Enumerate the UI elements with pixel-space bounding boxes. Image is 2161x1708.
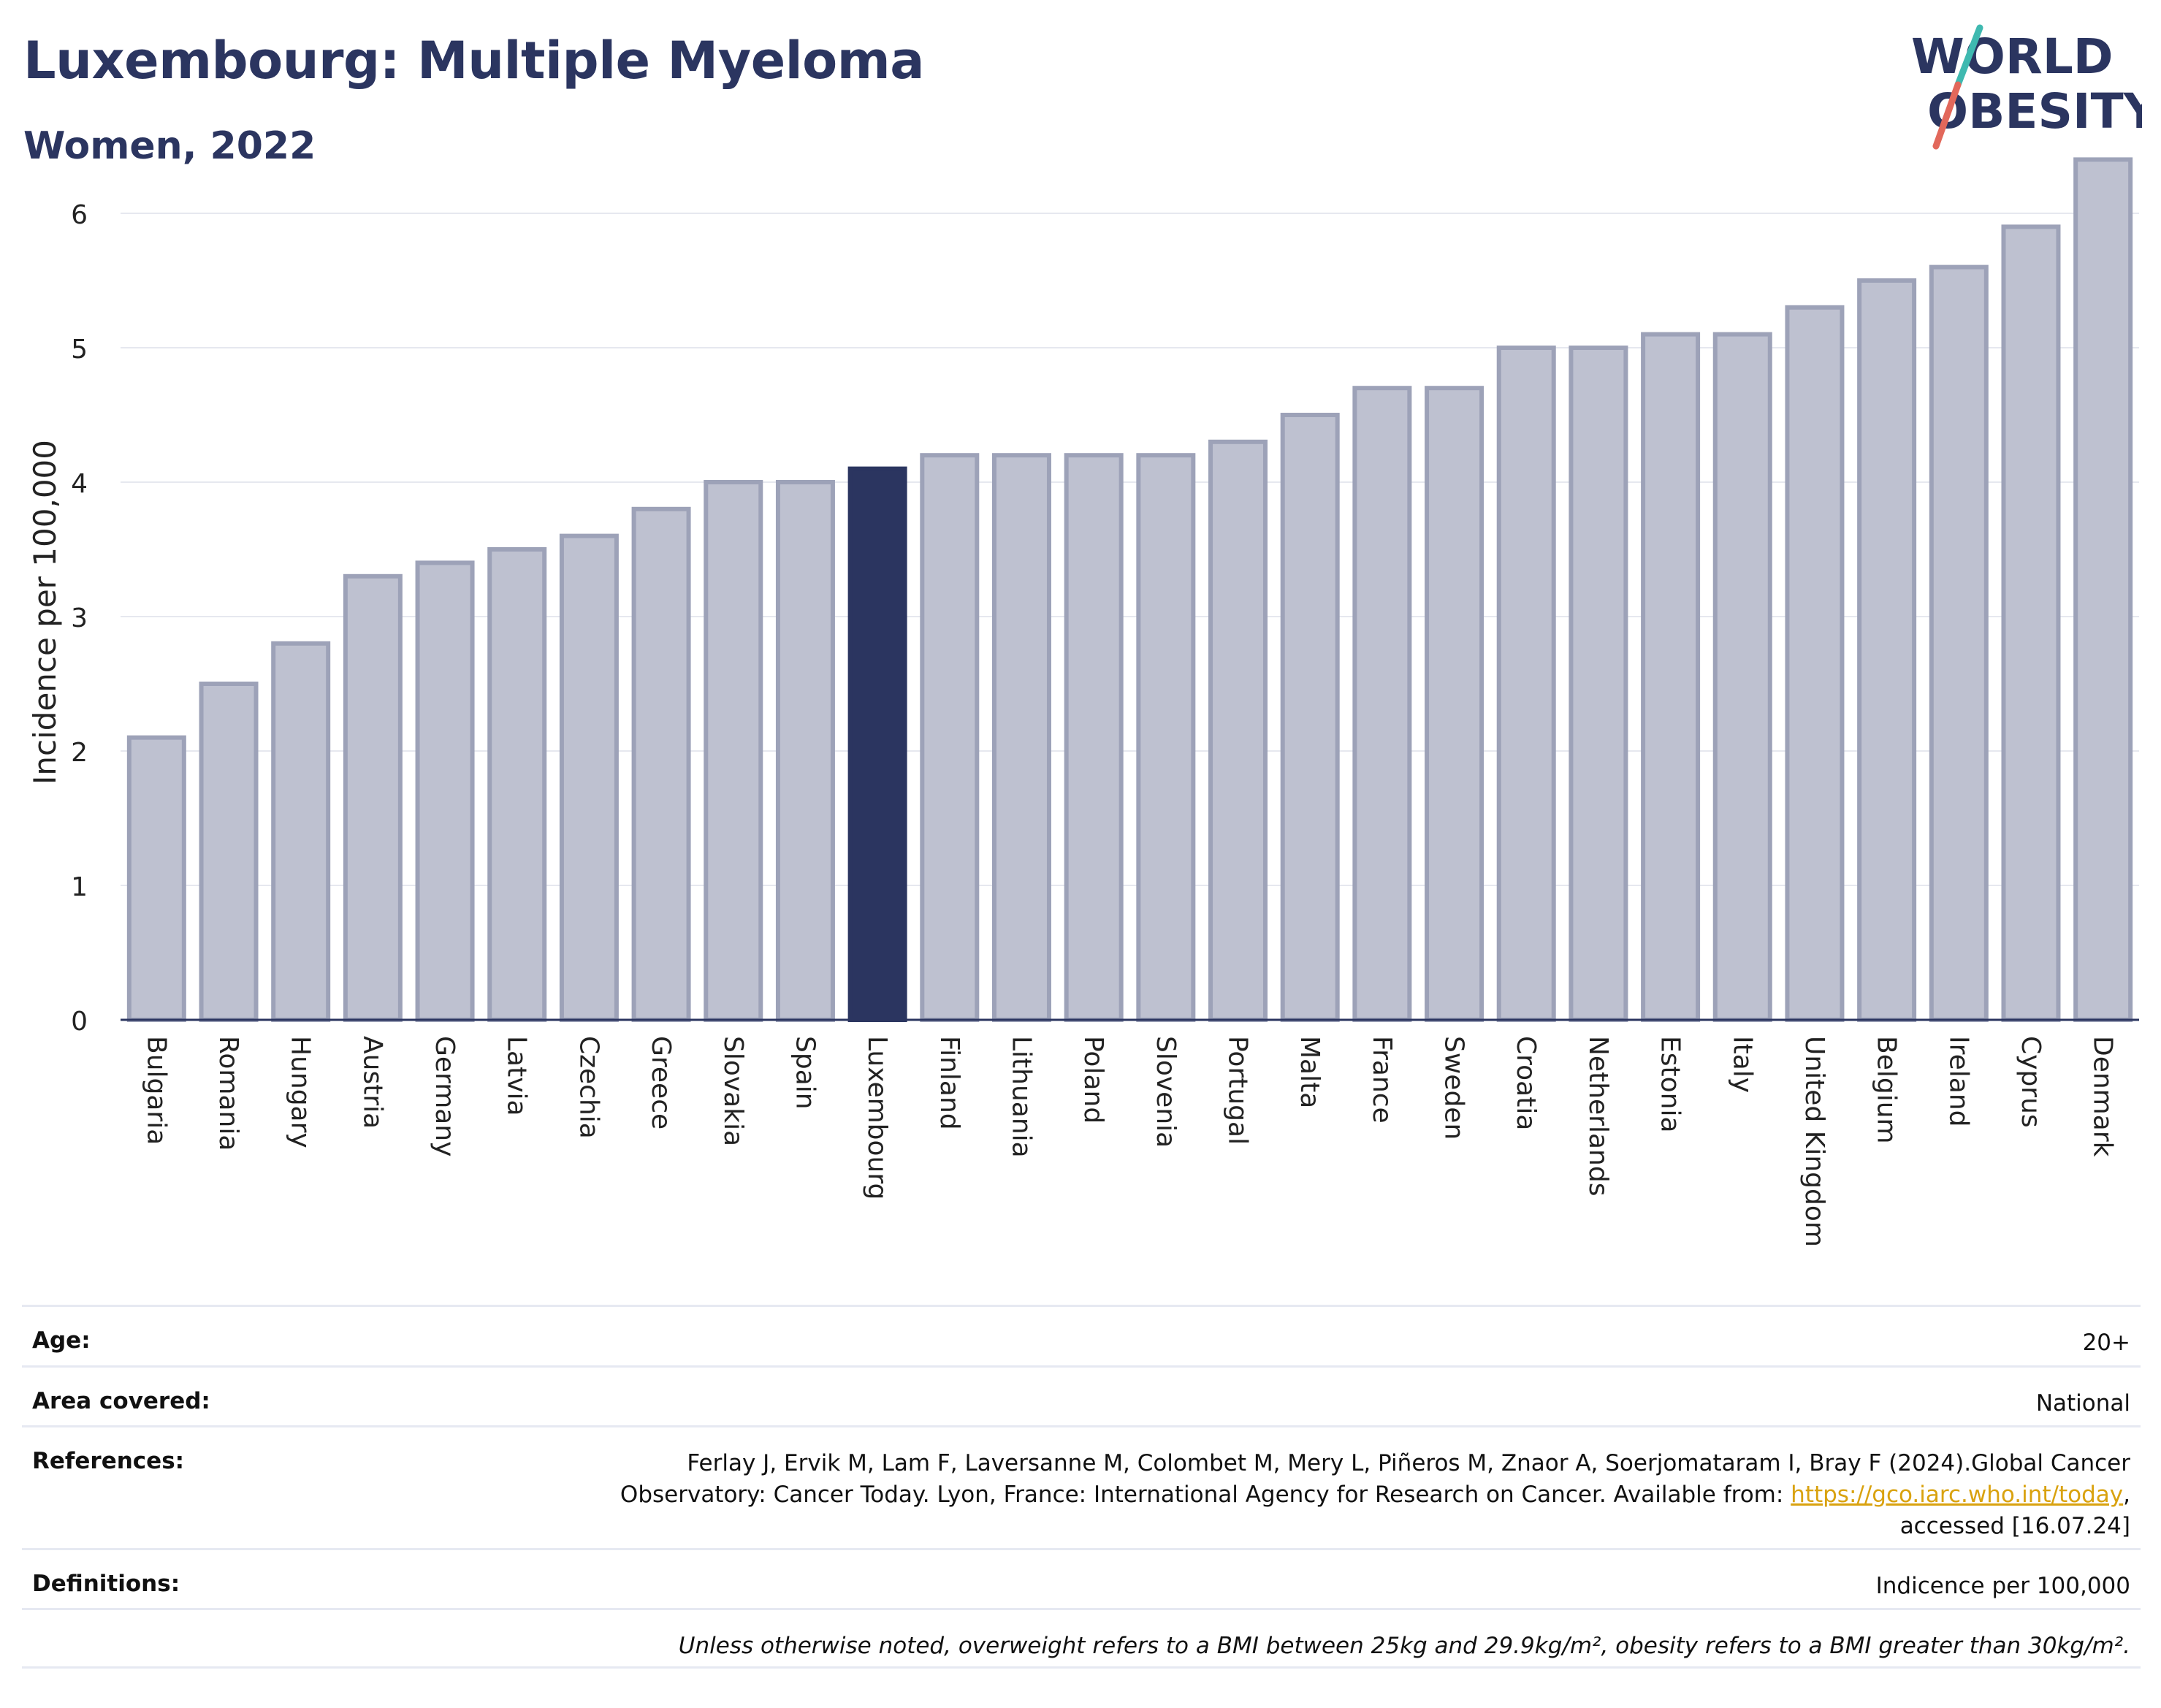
y-tick-label: 3 (71, 603, 88, 633)
bar-finland (920, 453, 980, 1022)
bar-belgium (1857, 278, 1917, 1022)
x-tick-label: Greece (646, 1036, 676, 1129)
bar-malta (1280, 413, 1340, 1022)
bar-ireland (1929, 264, 1989, 1023)
x-tick-label: Czechia (573, 1036, 603, 1139)
area-label: Area covered: (32, 1388, 210, 1414)
bar-germany (415, 560, 475, 1022)
age-label: Age: (32, 1327, 91, 1354)
x-tick-label: Belgium (1872, 1036, 1902, 1144)
bar-lithuania (991, 453, 1051, 1022)
bar-portugal (1208, 439, 1268, 1022)
x-tick-label: Bulgaria (141, 1036, 171, 1145)
info-row-references: References: Ferlay J, Ervik M, Lam F, La… (22, 1425, 2141, 1548)
info-row-note: Unless otherwise noted, overweight refer… (22, 1608, 2141, 1669)
bar-slovakia (704, 480, 763, 1022)
x-tick-label: Italy (1727, 1036, 1757, 1093)
bars (126, 157, 2133, 1023)
info-row-definitions: Definitions: Indicence per 100,000 (22, 1548, 2141, 1608)
logo-slash-red (1932, 81, 1962, 150)
x-tick-label: Poland (1078, 1036, 1108, 1124)
bar-france (1352, 386, 1412, 1022)
bar-luxembourg (847, 466, 907, 1022)
x-tick-label: Germany (430, 1036, 460, 1156)
x-tick-label: Romania (213, 1036, 243, 1151)
bar-hungary (271, 641, 331, 1022)
x-tick-label: Lithuania (1006, 1036, 1036, 1158)
references-link[interactable]: https://gco.iarc.who.int/today (1791, 1482, 2124, 1508)
definitions-label: Definitions: (32, 1571, 180, 1597)
bmi-note: Unless otherwise noted, overweight refer… (678, 1633, 2130, 1659)
references-line-3: accessed [16.07.24] (1899, 1513, 2130, 1539)
info-table: Age: 20+ Area covered: National Referenc… (22, 1305, 2141, 1669)
x-tick-label: Cyprus (2016, 1036, 2046, 1128)
x-tick-label: Ireland (1943, 1036, 1973, 1127)
bar-chart: 0 1 2 3 4 5 6 Bulgaria Romania Hungary Austria Ger… (27, 157, 2139, 1247)
x-tick-label: Malta (1295, 1036, 1325, 1108)
x-tick-label: Denmark (2088, 1036, 2118, 1157)
logo-text-world: WORLD (1911, 28, 2114, 85)
x-tick-label: Luxembourg (862, 1036, 892, 1200)
bar-austria (343, 573, 403, 1022)
bar-latvia (487, 547, 547, 1022)
chart-title: Luxembourg: Multiple Myeloma (23, 31, 924, 91)
info-row-age: Age: 20+ (22, 1305, 2141, 1365)
bar-croatia (1496, 346, 1556, 1022)
bar-greece (631, 506, 691, 1022)
y-tick-label: 6 (71, 200, 88, 230)
x-tick-label: Finland (934, 1036, 964, 1130)
references-line-2: Observatory: Cancer Today. Lyon, France:… (620, 1482, 1791, 1508)
references-label: References: (32, 1448, 185, 1474)
x-tick-label: Croatia (1511, 1036, 1541, 1130)
bar-spain (775, 480, 835, 1022)
x-tick-label: Hungary (286, 1036, 316, 1148)
logo-text-obesity: OBESITY (1927, 83, 2142, 140)
logo-slash-teal (1954, 24, 1983, 88)
x-tick-label: Portugal (1223, 1036, 1253, 1145)
references-value: Ferlay J, Ervik M, Lam F, Laversanne M, … (620, 1427, 2130, 1542)
bar-poland (1064, 453, 1124, 1022)
y-tick-label: 1 (71, 872, 88, 902)
bar-czechia (559, 533, 619, 1022)
x-tick-label: Netherlands (1583, 1036, 1613, 1196)
x-tick-label: Austria (357, 1036, 387, 1129)
x-tick-label: Sweden (1439, 1036, 1469, 1140)
bar-denmark (2073, 157, 2133, 1022)
x-tick-label: Slovenia (1151, 1036, 1181, 1148)
y-tick-label: 4 (71, 469, 88, 499)
bar-netherlands (1569, 346, 1628, 1022)
bar-slovenia (1136, 453, 1196, 1022)
references-line-1: Ferlay J, Ervik M, Lam F, Laversanne M, … (687, 1450, 2130, 1476)
x-tick-label: Spain (790, 1036, 820, 1110)
bar-italy (1712, 332, 1772, 1023)
y-axis-ticks: 0 1 2 3 4 5 6 (71, 200, 88, 1037)
definitions-value: Indicence per 100,000 (1875, 1573, 2130, 1599)
y-tick-label: 2 (71, 738, 88, 768)
references-line-2-end: , (2123, 1482, 2130, 1508)
x-tick-label: Slovakia (718, 1036, 748, 1146)
chart-subtitle: Women, 2022 (23, 124, 316, 168)
y-axis-label: Incidence per 100,000 (27, 440, 63, 785)
x-tick-label: Estonia (1655, 1036, 1685, 1133)
world-obesity-logo: WORLD OBESITY (1911, 24, 2142, 150)
x-tick-label: France (1367, 1036, 1397, 1124)
area-value: National (2035, 1390, 2130, 1417)
bar-estonia (1641, 332, 1701, 1023)
y-tick-label: 5 (71, 335, 88, 365)
x-tick-label: Latvia (502, 1036, 532, 1116)
bar-cyprus (2001, 224, 2061, 1022)
bar-united-kingdom (1785, 305, 1845, 1022)
x-axis-ticks: Bulgaria Romania Hungary Austria Germany Latv… (141, 1036, 2117, 1247)
x-tick-label: United Kingdom (1799, 1036, 1829, 1247)
info-row-area: Area covered: National (22, 1365, 2141, 1425)
bar-romania (199, 682, 259, 1022)
y-tick-label: 0 (71, 1007, 88, 1037)
age-value: 20+ (2082, 1330, 2130, 1356)
bar-sweden (1425, 386, 1485, 1022)
bar-bulgaria (126, 735, 186, 1022)
